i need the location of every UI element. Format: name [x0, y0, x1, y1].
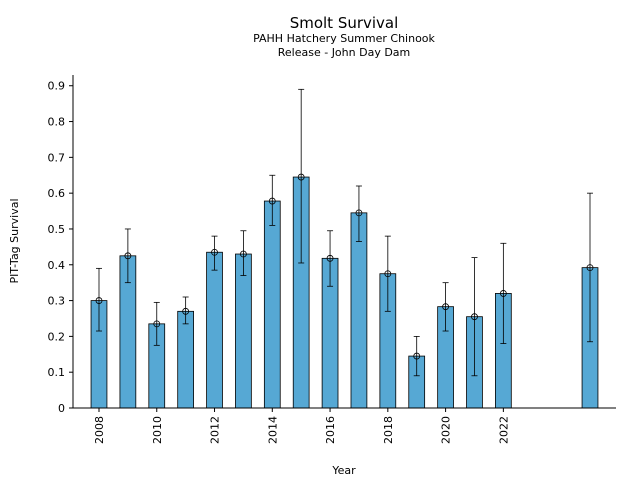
point-marker-2008 [95, 297, 103, 304]
error-bars-layer [95, 88, 594, 377]
x-tick-label: 2020 [440, 416, 453, 444]
chart-subtitle-line-1: PAHH Hatchery Summer Chinook [253, 32, 435, 45]
x-ticks: 2008 2010 2012 2014 2016 2018 2020 2022 [93, 408, 510, 444]
y-axis-title: PIT-Tag Survival [8, 198, 21, 283]
point-marker-2019 [413, 352, 421, 360]
point-marker-2012 [211, 248, 218, 256]
point-marker-2016 [326, 254, 334, 262]
bar-2017 [350, 212, 368, 409]
y-tick-label: 0.6 [48, 187, 66, 200]
bar-2013 [235, 253, 252, 409]
y-tick-label: 0.8 [48, 116, 66, 129]
point-marker-2021 [471, 313, 478, 321]
chart-subtitle-line-2: Release - John Day Dam [278, 46, 411, 59]
y-tick-label: 0.3 [48, 295, 66, 308]
point-marker-2010 [153, 320, 161, 328]
chart-title: Smolt Survival [290, 14, 399, 32]
bar-2011 [177, 310, 194, 409]
x-tick-label: 2010 [151, 416, 164, 444]
x-tick-label: 2014 [266, 416, 279, 444]
y-tick-label: 0.7 [48, 151, 66, 164]
bar-2014 [263, 200, 281, 409]
point-marker-2014 [268, 197, 276, 205]
y-tick-label: 0.2 [48, 330, 66, 343]
x-tick-label: 2016 [324, 416, 337, 444]
x-tick-label: 2008 [93, 416, 106, 444]
y-tick-label: 0.4 [48, 259, 66, 272]
point-marker-2009 [124, 252, 132, 260]
y-ticks: 0 0.1 0.2 0.3 0.4 0.5 0.6 0.7 0.8 0.9 [48, 80, 73, 415]
point-marker-2022 [499, 290, 507, 297]
x-tick-label: 2018 [382, 416, 395, 444]
point-marker-2013 [240, 250, 247, 258]
y-tick-label: 0.5 [48, 223, 66, 236]
point-marker-2011 [182, 307, 190, 315]
y-tick-label: 0.1 [48, 366, 66, 379]
x-axis-title: Year [331, 464, 356, 477]
bars-layer [90, 176, 599, 409]
bar-2012 [206, 251, 223, 409]
y-tick-label: 0.9 [48, 80, 66, 93]
point-marker-2020 [442, 303, 449, 311]
x-tick-label: 2012 [209, 416, 222, 444]
point-marker-2025 [586, 264, 594, 272]
point-marker-2017 [355, 209, 363, 217]
x-tick-label: 2022 [497, 416, 510, 444]
point-marker-2018 [384, 270, 392, 278]
point-marker-2015 [297, 173, 305, 181]
y-tick-label: 0 [58, 402, 65, 415]
